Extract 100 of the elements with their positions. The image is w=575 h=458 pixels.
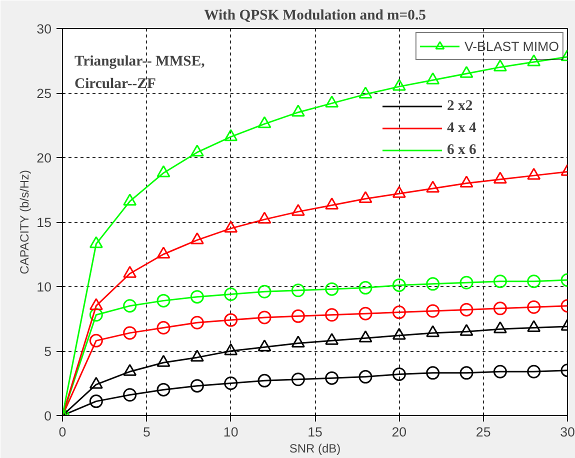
point (460, 66, 474, 78)
point (258, 212, 272, 224)
point (190, 316, 204, 330)
point (426, 277, 440, 291)
y-tick-label: 0 (44, 408, 52, 424)
point (460, 324, 474, 336)
y-tick-label: 10 (36, 280, 52, 294)
point (224, 343, 238, 356)
point (325, 308, 339, 322)
point (460, 176, 474, 188)
point (493, 302, 507, 316)
point (426, 304, 440, 318)
point (392, 306, 406, 320)
x-axis-title: SNR (dB) (289, 442, 341, 456)
legend-label: V-BLAST MIMO (464, 38, 559, 54)
point (358, 191, 372, 203)
point (258, 310, 272, 324)
point (325, 96, 339, 108)
point (89, 394, 103, 408)
y-tick-label: 20 (36, 150, 52, 166)
point (460, 366, 474, 380)
point (156, 165, 170, 178)
point (224, 376, 238, 390)
point (358, 330, 372, 342)
point (325, 282, 339, 296)
x-tick-label: 10 (223, 424, 238, 440)
point (291, 284, 305, 298)
chart-title: With QPSK Modulation and m=0.5 (204, 8, 426, 24)
x-tick-label: 5 (142, 424, 150, 440)
x-tick-label: 30 (560, 424, 575, 440)
point (224, 220, 238, 233)
point (325, 198, 339, 210)
point (190, 379, 204, 393)
point (258, 339, 272, 352)
point (190, 290, 204, 304)
point (258, 284, 272, 298)
point (190, 144, 204, 157)
point (156, 246, 170, 258)
point (325, 371, 339, 385)
point (460, 302, 474, 316)
point (527, 320, 541, 332)
point (89, 334, 103, 348)
point (89, 298, 103, 310)
point (358, 86, 372, 99)
point (527, 300, 541, 314)
point (224, 288, 238, 301)
point (123, 388, 137, 402)
point (493, 172, 507, 184)
point (358, 370, 372, 384)
point (527, 54, 541, 66)
point (156, 294, 170, 308)
point (190, 350, 204, 362)
point (392, 328, 406, 340)
x-tick-label: 0 (58, 424, 66, 440)
point (460, 276, 474, 290)
point (291, 309, 305, 323)
legend-label: 4 x 4 (447, 120, 476, 136)
point (358, 281, 372, 295)
point (358, 306, 372, 320)
point (291, 372, 305, 386)
point (392, 186, 406, 198)
point (123, 299, 137, 313)
point (190, 232, 204, 244)
point (426, 366, 440, 380)
y-tick-label: 5 (44, 344, 52, 359)
point (493, 60, 507, 72)
point (527, 364, 541, 378)
y-axis-title: CAPACITY (b/s/Hz) (18, 170, 32, 274)
point (156, 382, 170, 396)
point (426, 72, 440, 84)
point (493, 274, 507, 288)
point (89, 236, 103, 248)
y-tick-label: 15 (36, 215, 52, 230)
point (392, 278, 406, 292)
legend-label: 6 x 6 (447, 142, 476, 158)
x-tick-label: 20 (392, 424, 407, 440)
point (123, 266, 137, 278)
point (426, 325, 440, 338)
point (123, 326, 137, 340)
point (156, 321, 170, 335)
point (224, 313, 238, 327)
point (325, 333, 339, 345)
annotation: Triangular-- MMSE, Circular--ZF (74, 54, 206, 92)
x-tick-label: 15 (308, 424, 322, 440)
point (258, 116, 272, 128)
y-tick-label: 30 (36, 22, 52, 36)
point (527, 274, 541, 288)
point (258, 374, 272, 388)
point (493, 364, 507, 378)
y-tick-label: 25 (36, 86, 52, 101)
x-tick-label: 25 (476, 424, 491, 440)
point (392, 78, 406, 91)
point (224, 129, 238, 142)
point (291, 104, 305, 117)
point (123, 194, 137, 206)
legend-label: 2 x2 (447, 98, 473, 114)
point (89, 308, 103, 322)
point (291, 336, 305, 348)
point (392, 367, 406, 381)
point (527, 168, 541, 180)
